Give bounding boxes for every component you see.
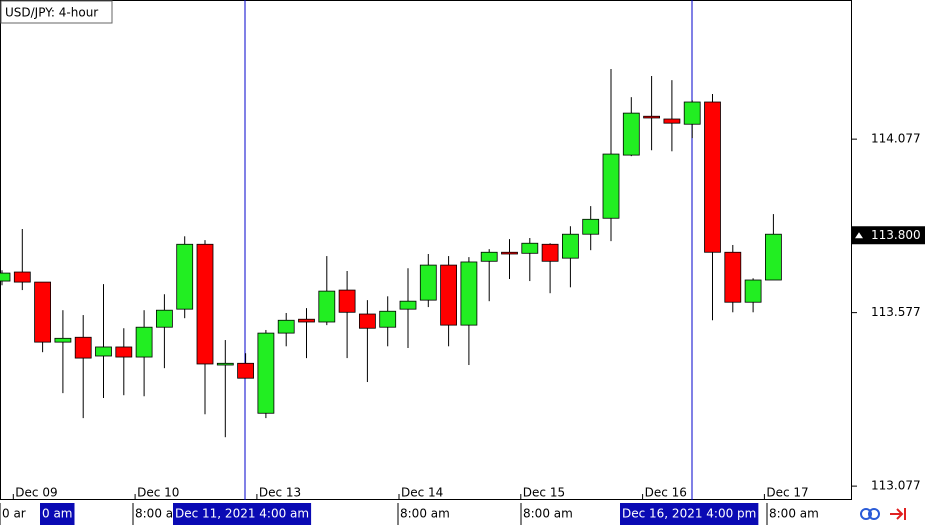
candle-body [480,251,498,262]
y-tick-label: 113.077 [871,479,921,493]
candle-body [643,115,660,119]
footer-highlight [40,503,75,525]
x-tick-label: Dec 15 [523,486,565,500]
footer-highlight [620,503,759,525]
x-tick-label: Dec 17 [766,486,808,500]
candle-body [257,332,275,414]
candle-body [135,326,153,358]
candle-body [0,272,11,282]
footer-highlight [173,503,312,525]
candle-body [460,261,478,326]
candle-body [216,362,234,366]
candle-body [358,313,376,329]
candle-body [419,264,437,301]
candle-body [13,271,31,283]
x-tick-label: Dec 13 [259,486,301,500]
scroll-end-icon[interactable] [890,508,906,520]
candle-body [318,290,336,323]
candle-body [582,218,600,235]
candle-body [74,336,92,359]
footer-label: 8:00 am [769,507,819,521]
footer-label: 0 ar [2,507,26,521]
candle-body [562,233,579,259]
candle-body [765,233,782,281]
link-icon[interactable] [868,508,880,520]
candle-body [744,279,762,303]
footer-label: 8:00 am [400,507,450,521]
title-box [0,0,113,24]
x-tick-label: Dec 10 [137,486,179,500]
chart-title: USD/JPY: 4-hour [5,6,98,20]
candle-body [237,362,255,379]
footer-label: 8:00 am [523,507,573,521]
candle-body [155,309,173,328]
candle-body [196,243,214,365]
candle-body [501,251,518,255]
candle-body [704,101,721,253]
x-tick-label: Dec 16 [645,486,687,500]
candle-body [683,101,701,125]
y-tick-label: 113.577 [871,305,921,319]
candle-body [298,318,315,323]
footer-label: 8:00 am [135,507,185,521]
plot-frame [0,0,852,500]
candle-body [277,319,295,334]
candle-body [521,242,539,254]
footer-label: Dec 11, 2021 4:00 am [175,507,309,521]
current-price-arrow [855,232,863,239]
candle-body [115,346,133,358]
candle-body [34,281,51,343]
candle-body [338,289,356,313]
candle-body [663,118,681,124]
candle-body [399,300,417,310]
link-icon[interactable] [860,508,872,520]
footer-label: 0 am [42,507,73,521]
candle-body [54,337,72,343]
candle-body [379,310,397,328]
current-price-box [852,226,925,245]
x-tick-label: Dec 09 [15,486,57,500]
y-tick-label: 114.077 [871,132,921,146]
candle-body [541,243,559,262]
candle-body [440,264,458,326]
x-tick-label: Dec 14 [401,486,443,500]
candle-body [602,153,620,219]
candle-body [622,112,640,156]
toolbar-icons[interactable] [860,508,906,520]
candle-body [176,243,194,310]
candle-body [95,346,112,357]
current-price-label: 113.800 [871,228,921,242]
candle-body [724,251,742,303]
footer-label: Dec 16, 2021 4:00 pm [622,507,756,521]
